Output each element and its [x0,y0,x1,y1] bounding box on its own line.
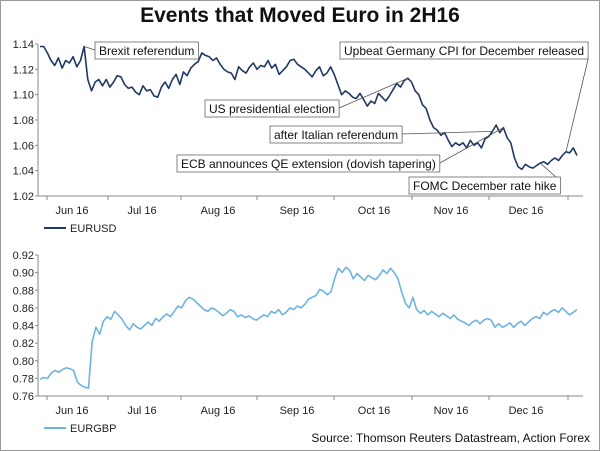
x-tick-label: Dec 16 [509,405,544,417]
x-tick-label: Jul 16 [127,405,156,417]
annotation-leader-line [83,46,96,51]
y-tick-label: 0.90 [13,268,34,280]
x-tick-label: Sep 16 [280,405,315,417]
annotation-leader-line [565,58,589,152]
y-tick-label: 0.84 [13,321,34,333]
annotation-box [408,176,561,195]
x-tick-label: Nov 16 [434,205,469,217]
annotation-leader-line [402,131,493,135]
annotation-leader-line [338,77,408,109]
x-tick-label: Jun 16 [55,405,88,417]
y-tick-label: 1.12 [13,64,34,76]
annotation-box [204,99,340,118]
eurgbp-series-line [39,266,578,389]
y-tick-label: 0.86 [13,303,34,315]
annotation-box [94,41,199,60]
eurusd-legend-label: EURUSD [70,223,117,235]
y-tick-label: 1.08 [13,115,34,127]
annotation-label: US presidential election [209,102,335,116]
x-tick-label: Sep 16 [280,205,315,217]
annotation-label: Brexit referendum [99,44,194,58]
y-tick-label: 1.10 [13,90,34,102]
annotation-box [176,154,441,173]
annotation-box [339,41,589,60]
x-tick-label: Jul 16 [127,205,156,217]
x-tick-label: Oct 16 [358,405,390,417]
annotation-box [269,125,403,144]
x-tick-label: Aug 16 [201,205,236,217]
y-tick-label: 0.92 [13,250,34,262]
source-note: Source: Thomson Reuters Datastream, Acti… [311,431,590,445]
annotation-label: FOMC December rate hike [413,179,557,193]
annotation-label: after Italian referendum [274,128,398,142]
annotation-label: ECB announces QE extension (dovish taper… [181,157,436,171]
y-tick-label: 0.80 [13,356,34,368]
y-tick-label: 1.14 [13,39,34,51]
x-tick-label: Dec 16 [509,205,544,217]
eurgbp-panel: 0.92 0.90 0.88 0.86 0.84 0.82 0.80 0.78 0.76 Jun … [13,250,583,435]
y-tick-label: 1.02 [13,191,34,203]
x-tick-label: Aug 16 [201,405,236,417]
y-tick-label: 1.06 [13,140,34,152]
eurgbp-legend-label: EURGBP [70,423,116,435]
annotation-label: Upbeat Germany CPI for December released [344,44,584,58]
x-tick-label: Oct 16 [358,205,390,217]
eurusd-panel: 1.14 1.12 1.10 1.08 1.06 1.04 1.02 Jun 16 Jul 16… [13,39,589,235]
annotation-leader-line [439,127,504,164]
y-tick-label: 0.82 [13,338,34,350]
y-tick-label: 0.88 [13,285,34,297]
y-tick-label: 0.76 [13,391,34,403]
page-title: Events that Moved Euro in 2H16 [140,4,460,27]
y-tick-label: 0.78 [13,373,34,385]
x-tick-label: Jun 16 [55,205,88,217]
y-tick-label: 1.04 [13,166,34,178]
x-tick-label: Nov 16 [434,405,469,417]
